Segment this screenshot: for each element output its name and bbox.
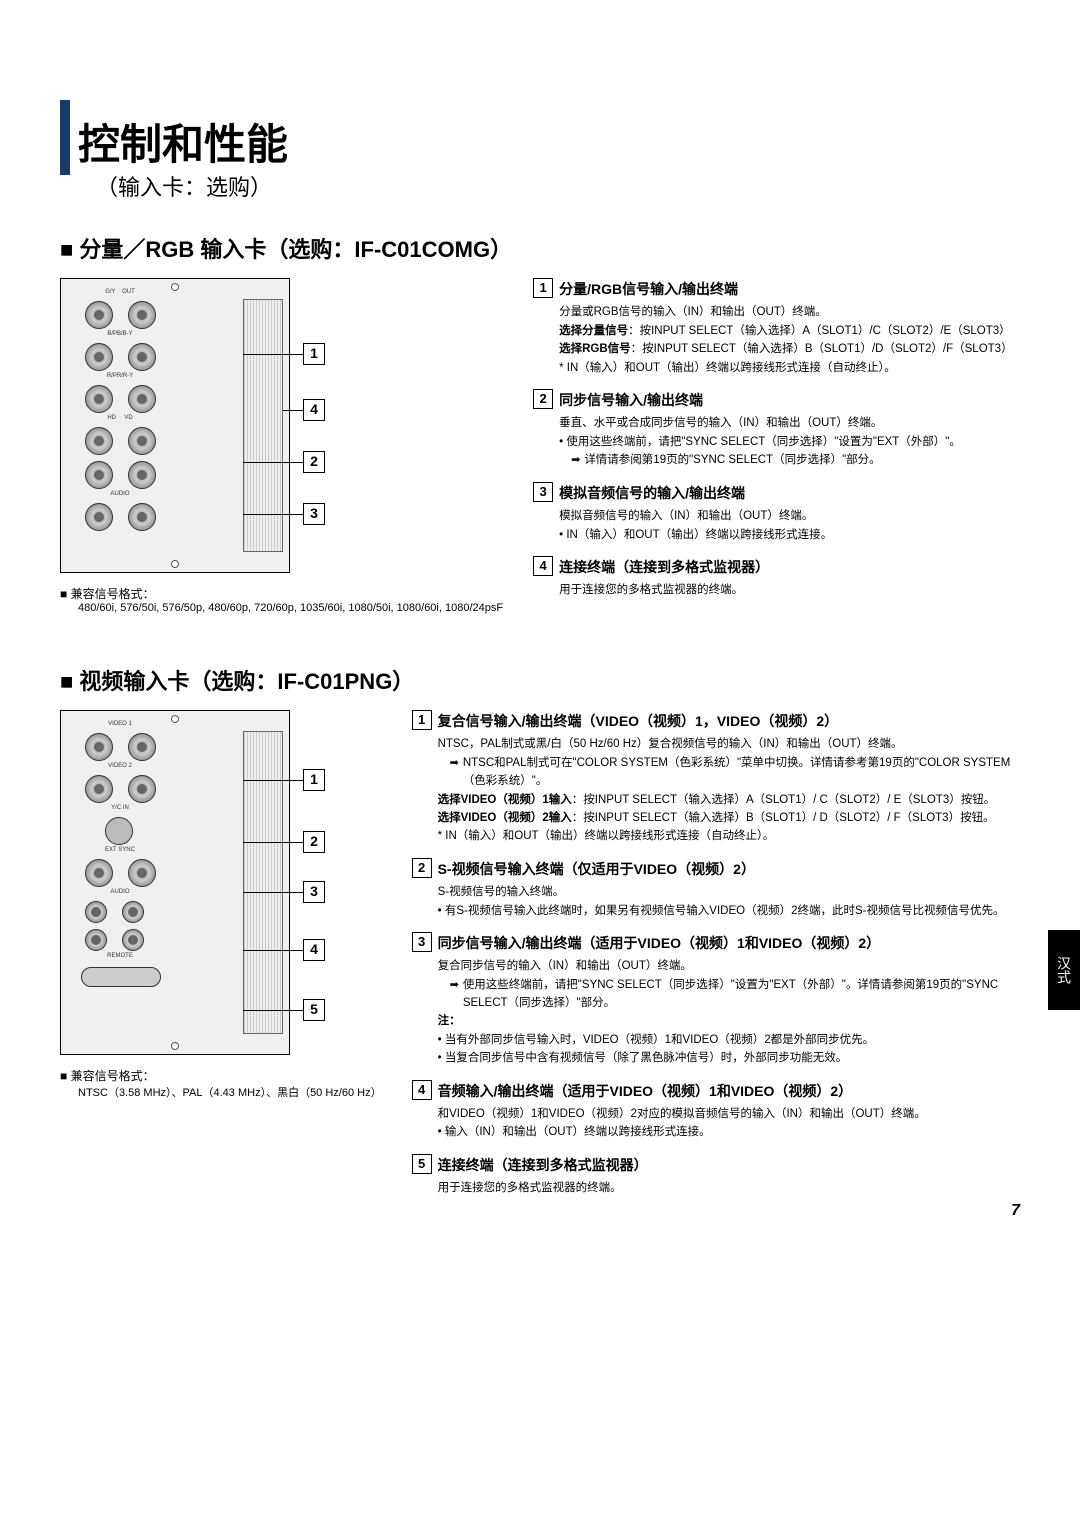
callout-3: 3 [303,503,325,525]
number-box: 3 [412,932,432,952]
desc-body: 用于连接您的多格式监视器的终端。 [559,581,1020,599]
callout-1: 1 [303,343,325,365]
number-box: 1 [412,710,432,730]
desc-body: NTSC，PAL制式或黑/白（50 Hz/60 Hz）复合视频信号的输入（IN）… [438,735,1020,845]
number-box: 2 [533,389,553,409]
desc-item-3: 3 模拟音频信号的输入/输出终端模拟音频信号的输入（IN）和输出（OUT）终端。•… [533,482,1020,544]
desc-body: 分量或RGB信号的输入（IN）和输出（OUT）终端。选择分量信号：按INPUT … [559,303,1020,377]
language-tab: 汉式 [1048,930,1080,1010]
title-accent-bar [60,100,70,175]
arrow-icon [450,754,459,791]
desc-heading-text: 复合信号输入/输出终端（VIDEO（视频）1，VIDEO（视频）2） [438,710,839,732]
rgb-card-diagram: G/Y OUT B/PB/B-Y R/PR/R-Y HD VD AUDIO 1 … [60,278,290,573]
desc-heading-text: S-视频信号输入终端（仅适用于VIDEO（视频）2） [438,858,755,880]
desc-heading-text: 模拟音频信号的输入/输出终端 [559,482,745,504]
desc-body: 复合同步信号的输入（IN）和输出（OUT）终端。使用这些终端前，请把"SYNC … [438,957,1020,1067]
callout-v4: 4 [303,939,325,961]
number-box: 5 [412,1154,432,1174]
sub-title: （输入卡：选购） [96,170,288,202]
desc-body: 用于连接您的多格式监视器的终端。 [438,1179,1020,1197]
video-card-diagram: VIDEO 1 VIDEO 2 Y/C IN EXT SYNC AUDIO RE… [60,710,290,1055]
desc-body: S-视频信号的输入终端。• 有S-视频信号输入此终端时，如果另有视频信号输入VI… [438,883,1020,920]
callout-v2: 2 [303,831,325,853]
callout-v5: 5 [303,999,325,1021]
main-title: 控制和性能 [78,100,288,166]
desc-item-2: 2 同步信号输入/输出终端垂直、水平或合成同步信号的输入（IN）和输出（OUT）终… [533,389,1020,470]
desc-heading-text: 音频输入/输出终端（适用于VIDEO（视频）1和VIDEO（视频）2） [438,1080,853,1102]
page-header: 控制和性能 （输入卡：选购） [60,100,1020,202]
section1-descriptions: 1 分量/RGB信号输入/输出终端分量或RGB信号的输入（IN）和输出（OUT）终… [533,278,1020,612]
number-box: 3 [533,482,553,502]
callout-v1: 1 [303,769,325,791]
desc-item-4: 4 连接终端（连接到多格式监视器） 用于连接您的多格式监视器的终端。 [533,556,1020,600]
section2-descriptions: 1 复合信号输入/输出终端（VIDEO（视频）1，VIDEO（视频）2） NTSC，… [412,710,1020,1210]
page-number: 7 [1011,1202,1020,1220]
desc-item-1: 1 复合信号输入/输出终端（VIDEO（视频）1，VIDEO（视频）2） NTSC，… [412,710,1020,846]
callout-2: 2 [303,451,325,473]
desc-heading-text: 连接终端（连接到多格式监视器） [438,1154,648,1176]
desc-body: 和VIDEO（视频）1和VIDEO（视频）2对应的模拟音频信号的输入（IN）和输… [438,1105,1020,1142]
section2-title: ■ 视频输入卡（选购：IF-C01PNG） [60,664,1020,696]
callout-4: 4 [303,399,325,421]
desc-item-5: 5 连接终端（连接到多格式监视器） 用于连接您的多格式监视器的终端。 [412,1154,1020,1198]
desc-body: 垂直、水平或合成同步信号的输入（IN）和输出（OUT）终端。• 使用这些终端前，… [559,414,1020,469]
desc-body: 模拟音频信号的输入（IN）和输出（OUT）终端。• IN（输入）和OUT（输出）… [559,507,1020,544]
desc-item-2: 2 S-视频信号输入终端（仅适用于VIDEO（视频）2） S-视频信号的输入终端。•… [412,858,1020,920]
arrow-icon [450,976,459,1013]
number-box: 1 [533,278,553,298]
section-video-card: ■ 视频输入卡（选购：IF-C01PNG） VIDEO 1 VIDEO 2 Y/… [60,664,1020,1210]
section2-compat: ■ 兼容信号格式： NTSC（3.58 MHz）、PAL（4.43 MHz）、黑… [60,1067,382,1100]
number-box: 2 [412,858,432,878]
desc-heading-text: 连接终端（连接到多格式监视器） [559,556,769,578]
desc-heading-text: 同步信号输入/输出终端 [559,389,703,411]
desc-heading-text: 分量/RGB信号输入/输出终端 [559,278,738,300]
desc-heading-text: 同步信号输入/输出终端（适用于VIDEO（视频）1和VIDEO（视频）2） [438,932,881,954]
number-box: 4 [533,556,553,576]
arrow-icon [571,451,580,470]
desc-item-4: 4 音频输入/输出终端（适用于VIDEO（视频）1和VIDEO（视频）2） 和VID… [412,1080,1020,1142]
section1-title: ■ 分量／RGB 输入卡（选购：IF-C01COMG） [60,232,1020,264]
section-rgb-card: ■ 分量／RGB 输入卡（选购：IF-C01COMG） G/Y OUT B/PB… [60,232,1020,614]
callout-v3: 3 [303,881,325,903]
number-box: 4 [412,1080,432,1100]
section1-compat: ■ 兼容信号格式： 480/60i, 576/50i, 576/50p, 480… [60,585,503,614]
desc-item-3: 3 同步信号输入/输出终端（适用于VIDEO（视频）1和VIDEO（视频）2） 复合… [412,932,1020,1068]
desc-item-1: 1 分量/RGB信号输入/输出终端分量或RGB信号的输入（IN）和输出（OUT）终… [533,278,1020,377]
